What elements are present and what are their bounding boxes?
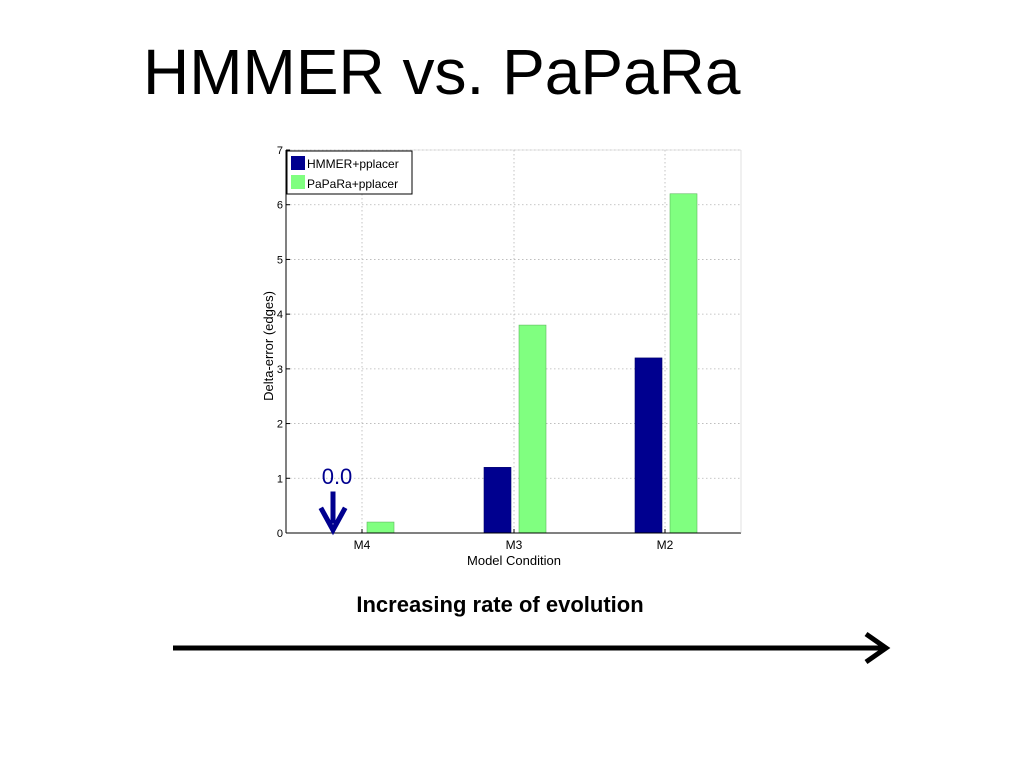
legend-swatch-hmmer: [291, 156, 305, 170]
y-tick-label: 7: [277, 145, 283, 157]
y-axis-label: Delta-error (edges): [261, 291, 276, 401]
annotation-down-arrow-icon: [318, 491, 348, 536]
bar-m4-papara: [366, 521, 395, 534]
y-tick-label: 1: [277, 473, 283, 485]
legend: HMMER+pplacer PaPaRa+pplacer: [286, 150, 413, 195]
x-tick-label-m2: M2: [657, 538, 674, 552]
x-tick-label-m3: M3: [506, 538, 523, 552]
evolution-caption: Increasing rate of evolution: [356, 592, 644, 617]
legend-label-papara: PaPaRa+pplacer: [307, 177, 398, 191]
y-tick-label: 4: [277, 309, 283, 321]
zero-value-annotation: 0.0: [318, 464, 353, 536]
y-tick-label: 3: [277, 364, 283, 376]
y-tick-label: 0: [277, 528, 283, 540]
bar-m2-papara: [669, 193, 698, 534]
legend-box: [286, 150, 413, 195]
bar-m2-hmmer: [634, 357, 663, 534]
y-tick-label: 6: [277, 200, 283, 212]
annotation-label: 0.0: [322, 464, 353, 489]
bar-m3-papara: [518, 324, 547, 534]
evolution-arrow: [173, 631, 891, 665]
y-ticks: 0 1 2 3 4 5 6 7: [277, 145, 290, 540]
x-ticks: M4 M3 M2: [354, 529, 674, 552]
x-axis-label: Model Condition: [467, 553, 561, 568]
x-tick-label-m4: M4: [354, 538, 371, 552]
legend-swatch-papara: [291, 175, 305, 189]
y-tick-label: 2: [277, 419, 283, 431]
slide-title: HMMER vs. PaPaRa: [143, 36, 741, 108]
arrow-head-icon: [864, 631, 891, 665]
bars: [366, 193, 698, 534]
legend-label-hmmer: HMMER+pplacer: [307, 157, 399, 171]
bar-m3-hmmer: [483, 467, 512, 534]
y-tick-label: 5: [277, 254, 283, 266]
